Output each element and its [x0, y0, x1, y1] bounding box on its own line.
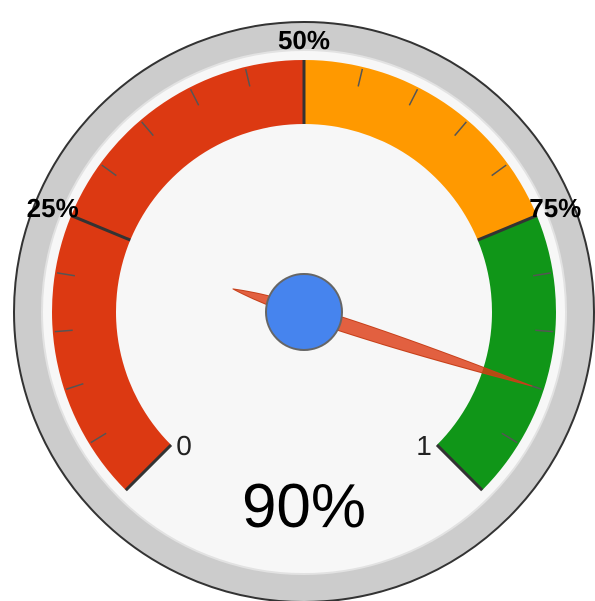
gauge-band-1: [304, 60, 537, 241]
gauge-major-tick-3: [477, 214, 538, 242]
gauge-major-tick-0: [124, 443, 173, 492]
gauge-band-2: [436, 215, 557, 491]
gauge-tick-labels: 25% 50% 75%: [27, 25, 582, 223]
gauge-tick-label-2: 50%: [278, 25, 330, 55]
gauge-minor-tick: [54, 329, 73, 333]
gauge-minor-tick: [189, 88, 200, 106]
gauge-minor-tick: [454, 121, 467, 137]
gauge-minor-tick: [66, 382, 84, 390]
gauge-minor-tick: [357, 68, 364, 87]
gauge-tick-label-1: 25%: [27, 193, 79, 223]
gauge-needle-hub: [265, 273, 343, 351]
gauge-bands: [51, 60, 557, 491]
gauge-major-tick-4: [435, 443, 484, 492]
gauge-minor-tick: [533, 272, 552, 277]
gauge-needle-group: [232, 273, 533, 387]
gauge-minor-tick: [501, 432, 518, 444]
gauge-ticks: [54, 60, 554, 492]
gauge-max-label: 1: [416, 430, 432, 461]
gauge-minor-tick: [491, 164, 507, 177]
gauge-minor-tick: [535, 329, 554, 333]
gauge-tick-label-3: 75%: [529, 193, 581, 223]
gauge-major-tick-1: [70, 214, 131, 242]
gauge-minor-tick: [101, 164, 117, 177]
gauge-minor-tick: [141, 121, 154, 137]
gauge-minor-tick: [56, 272, 75, 277]
gauge-band-0: [51, 60, 304, 491]
gauge-minor-tick: [408, 88, 419, 106]
gauge-minor-tick: [244, 68, 251, 87]
gauge-min-label: 0: [176, 430, 192, 461]
gauge-value-label: 90%: [242, 472, 366, 541]
gauge-minor-tick: [90, 432, 107, 444]
